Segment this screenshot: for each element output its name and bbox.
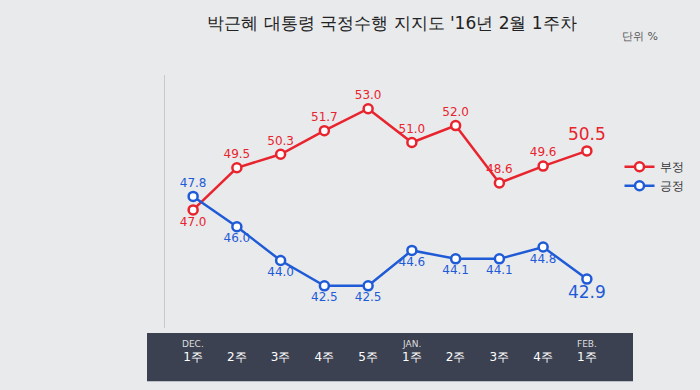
svg-text:47.8: 47.8 — [180, 176, 207, 190]
svg-text:박근혜 대통령 국정수행 지지도 '16년 2월 1주차: 박근혜 대통령 국정수행 지지도 '16년 2월 1주차 — [207, 13, 576, 33]
svg-text:53.0: 53.0 — [355, 88, 382, 102]
svg-text:44.6: 44.6 — [399, 255, 426, 269]
svg-text:50.3: 50.3 — [267, 134, 294, 148]
svg-text:50.5: 50.5 — [568, 124, 606, 144]
svg-text:2주: 2주 — [227, 350, 247, 364]
svg-text:47.0: 47.0 — [180, 215, 207, 229]
svg-text:단위 %: 단위 % — [622, 30, 658, 43]
svg-text:4주: 4주 — [315, 350, 335, 364]
svg-text:3주: 3주 — [271, 350, 291, 364]
svg-text:42.5: 42.5 — [355, 290, 382, 304]
svg-text:긍정: 긍정 — [660, 179, 684, 193]
svg-text:JAN.: JAN. — [402, 339, 421, 349]
svg-text:44.1: 44.1 — [442, 263, 469, 277]
svg-text:2주: 2주 — [446, 350, 466, 364]
svg-text:42.9: 42.9 — [568, 282, 606, 302]
svg-text:42.5: 42.5 — [311, 290, 338, 304]
svg-text:44.1: 44.1 — [486, 263, 513, 277]
svg-text:4주: 4주 — [533, 350, 553, 364]
svg-text:51.7: 51.7 — [311, 110, 338, 124]
svg-text:46.0: 46.0 — [224, 231, 251, 245]
svg-text:3주: 3주 — [490, 350, 510, 364]
svg-text:48.6: 48.6 — [486, 162, 513, 176]
svg-text:1주: 1주 — [402, 350, 422, 364]
svg-text:52.0: 52.0 — [442, 105, 469, 119]
svg-text:FEB.: FEB. — [577, 339, 597, 349]
svg-text:1주: 1주 — [577, 350, 597, 364]
svg-text:5주: 5주 — [358, 350, 378, 364]
svg-text:51.0: 51.0 — [399, 122, 426, 136]
svg-text:44.8: 44.8 — [530, 252, 557, 266]
svg-text:부정: 부정 — [660, 160, 684, 174]
svg-text:DEC.: DEC. — [182, 339, 204, 349]
svg-text:44.0: 44.0 — [267, 265, 294, 279]
svg-text:1주: 1주 — [183, 350, 203, 364]
svg-text:49.5: 49.5 — [224, 147, 251, 161]
svg-text:49.6: 49.6 — [530, 145, 557, 159]
